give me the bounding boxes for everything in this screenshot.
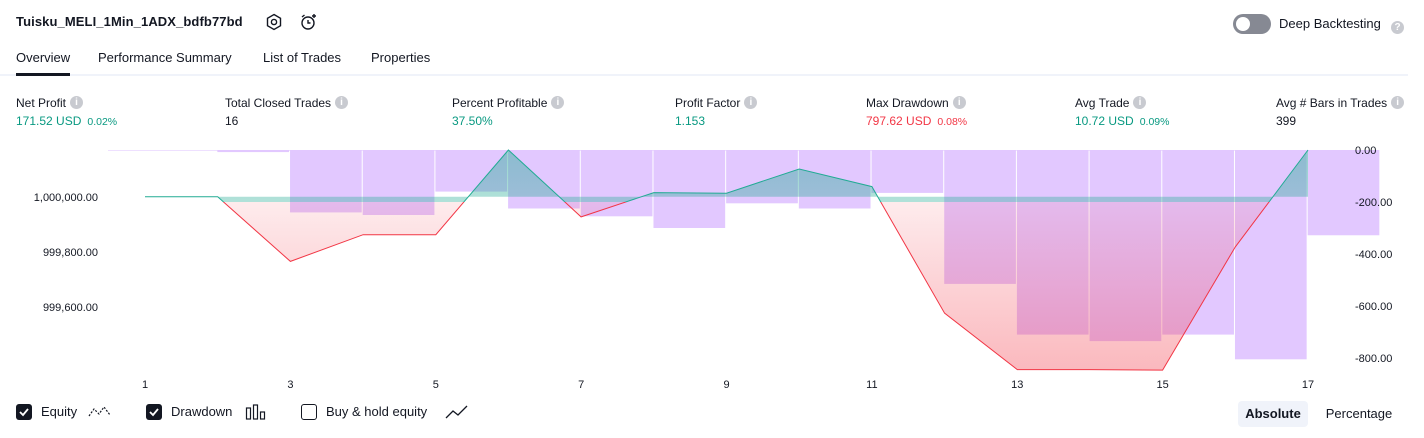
drawdown-bar bbox=[1307, 150, 1380, 236]
add-alert-icon[interactable] bbox=[298, 12, 318, 32]
equity-line-up bbox=[145, 149, 1309, 202]
help-icon[interactable]: i bbox=[1391, 96, 1405, 110]
metric-value: 399 bbox=[1276, 114, 1297, 128]
metric-label: Avg # Bars in Trades bbox=[1276, 95, 1388, 110]
metric-value: 797.62 USD bbox=[866, 114, 932, 128]
equity-checkbox[interactable] bbox=[16, 404, 32, 420]
help-icon[interactable]: i bbox=[551, 96, 565, 110]
metric-profit-factor: Profit Factor i 1.153 bbox=[675, 94, 758, 128]
left-axis-tick: 1,000,000.00 bbox=[34, 192, 98, 204]
drawdown-checkbox[interactable] bbox=[146, 404, 162, 420]
help-icon[interactable]: i bbox=[952, 96, 966, 110]
equity-line-icon bbox=[88, 403, 112, 426]
x-axis-tick: 5 bbox=[433, 379, 439, 391]
right-axis-tick: -600.00 bbox=[1355, 301, 1392, 313]
equity-legend-label[interactable]: Equity bbox=[41, 404, 78, 419]
right-axis-tick: 0.00 bbox=[1355, 145, 1376, 157]
drawdown-bars-icon bbox=[245, 403, 267, 426]
metric-percent: 0.02% bbox=[87, 116, 118, 128]
left-axis-tick: 999,800.00 bbox=[43, 247, 98, 259]
metric-label: Max Drawdown bbox=[866, 95, 949, 110]
right-axis-tick: -800.00 bbox=[1355, 353, 1392, 365]
help-icon[interactable]: i bbox=[335, 96, 349, 110]
settings-icon[interactable] bbox=[264, 12, 284, 32]
metric-value: 16 bbox=[225, 114, 239, 128]
tab-list-of-trades[interactable]: List of Trades bbox=[263, 50, 342, 65]
buy-hold-legend-label[interactable]: Buy & hold equity bbox=[326, 404, 428, 419]
absolute-button[interactable]: Absolute bbox=[1238, 401, 1308, 427]
buy-hold-line-icon bbox=[445, 403, 469, 426]
deep-backtesting-label: Deep Backtesting bbox=[1279, 16, 1381, 31]
tab-properties[interactable]: Properties bbox=[371, 50, 431, 65]
x-axis-tick: 1 bbox=[142, 379, 148, 391]
metric-value: 37.50% bbox=[452, 114, 493, 128]
x-axis-tick: 7 bbox=[578, 379, 584, 391]
buy-hold-checkbox[interactable] bbox=[301, 404, 317, 420]
help-icon[interactable]: i bbox=[70, 96, 84, 110]
metric-value: 171.52 USD bbox=[16, 114, 82, 128]
left-axis-tick: 999,600.00 bbox=[43, 302, 98, 314]
metric-avg-bars: Avg # Bars in Trades i 399 bbox=[1276, 94, 1405, 128]
metric-avg-trade: Avg Trade i 10.72 USD 0.09% bbox=[1075, 94, 1169, 128]
right-axis-tick: -400.00 bbox=[1355, 249, 1392, 261]
x-axis-tick: 17 bbox=[1302, 379, 1314, 391]
metric-total-closed-trades: Total Closed Trades i 16 bbox=[225, 94, 349, 128]
metric-percent-profitable: Percent Profitable i 37.50% bbox=[452, 94, 565, 128]
metric-percent: 0.08% bbox=[937, 116, 968, 128]
metric-max-drawdown: Max Drawdown i 797.62 USD 0.08% bbox=[866, 94, 967, 128]
metric-value: 1.153 bbox=[675, 114, 706, 128]
help-icon[interactable]: i bbox=[744, 96, 758, 110]
percentage-button[interactable]: Percentage bbox=[1325, 406, 1393, 421]
x-axis-tick: 15 bbox=[1157, 379, 1169, 391]
equity-line-down-path bbox=[222, 202, 1270, 371]
equity-line-down bbox=[222, 202, 1270, 371]
metric-label: Avg Trade bbox=[1075, 95, 1130, 110]
metric-label: Percent Profitable bbox=[452, 95, 548, 110]
metric-value: 10.72 USD bbox=[1075, 114, 1134, 128]
metric-label: Net Profit bbox=[16, 95, 67, 110]
x-axis-tick: 11 bbox=[866, 379, 877, 391]
equity-loss-fill bbox=[223, 202, 1269, 371]
drawdown-bar bbox=[871, 150, 944, 193]
equity-profit-fill bbox=[145, 150, 1308, 202]
metric-net-profit: Net Profit i 171.52 USD 0.02% bbox=[16, 94, 117, 128]
equity-loss-area bbox=[223, 202, 1269, 371]
deep-backtesting-help-icon[interactable]: ? bbox=[1391, 17, 1404, 35]
drawdown-bar bbox=[217, 150, 290, 153]
x-axis-tick: 3 bbox=[287, 379, 293, 391]
tab-bar: Overview Performance Summary List of Tra… bbox=[0, 44, 1408, 76]
x-axis-tick: 9 bbox=[723, 379, 729, 391]
x-axis-tick: 13 bbox=[1011, 379, 1023, 391]
tab-overview[interactable]: Overview bbox=[16, 50, 71, 76]
metric-percent: 0.09% bbox=[1139, 116, 1170, 128]
equity-chart[interactable]: 1,000,000.00 999,800.00 999,600.00 0.00 -200… bbox=[0, 140, 1424, 398]
deep-backtesting-toggle[interactable] bbox=[1233, 14, 1271, 34]
help-icon[interactable]: i bbox=[1133, 96, 1147, 110]
toggle-knob bbox=[1236, 17, 1250, 31]
tab-performance-summary[interactable]: Performance Summary bbox=[98, 50, 232, 65]
drawdown-bar bbox=[653, 150, 726, 228]
metric-label: Total Closed Trades bbox=[225, 95, 332, 110]
drawdown-zero-line bbox=[108, 150, 1344, 151]
equity-profit-area bbox=[145, 150, 1308, 202]
metric-label: Profit Factor bbox=[675, 95, 741, 110]
drawdown-legend-label[interactable]: Drawdown bbox=[171, 404, 233, 419]
right-axis-tick: -200.00 bbox=[1355, 197, 1392, 209]
strategy-title: Tuisku_MELI_1Min_1ADX_bdfb77bd bbox=[16, 14, 243, 29]
equity-line-up-path bbox=[145, 149, 1309, 202]
